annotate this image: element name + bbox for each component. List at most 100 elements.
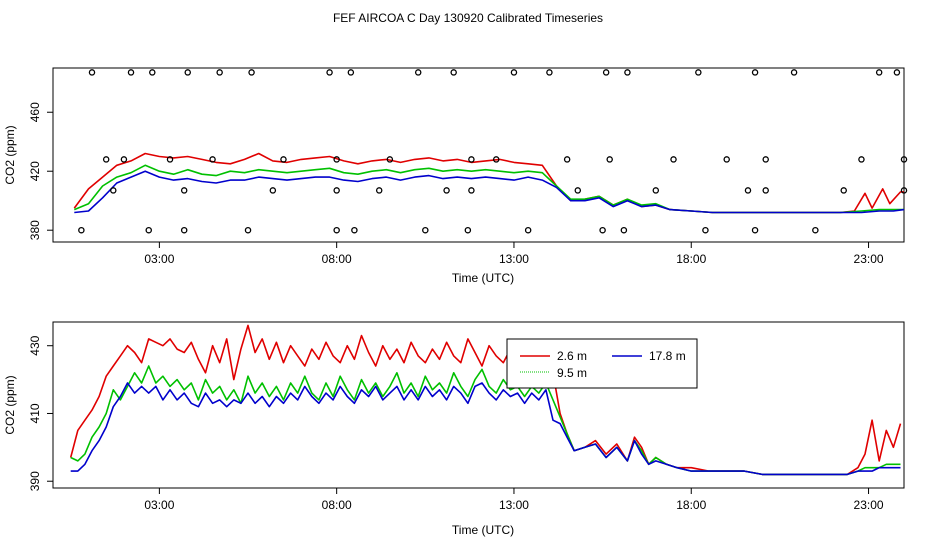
- calibration-point: [422, 226, 429, 234]
- x-axis-label: Time (UTC): [452, 523, 514, 537]
- calibration-point: [546, 69, 553, 76]
- calibration-point: [620, 226, 628, 234]
- calibration-point: [450, 69, 457, 76]
- calibration-point: [762, 187, 769, 194]
- calibration-points: [78, 69, 908, 234]
- y-tick-label: 390: [28, 471, 42, 491]
- series-lines: [73, 152, 905, 214]
- calibration-point: [280, 156, 287, 163]
- series-line-9.5m: [70, 365, 901, 476]
- calibration-point: [166, 156, 174, 163]
- calibration-point: [414, 69, 422, 76]
- bottom-panel: 03:00 08:00 13:00 18:00 23:00 390 410 430 Time…: [3, 321, 905, 537]
- calibration-point: [375, 187, 383, 194]
- calibration-point: [468, 156, 475, 163]
- calibration-point: [110, 187, 117, 194]
- legend-label-2.6m: 2.6 m: [557, 349, 587, 363]
- calibration-point: [574, 187, 582, 194]
- calibration-point: [216, 69, 223, 76]
- calibration-point: [120, 156, 128, 163]
- calibration-point: [443, 187, 450, 194]
- series-line-17.8m: [70, 382, 901, 476]
- calibration-point: [347, 69, 355, 76]
- calibration-point: [510, 69, 518, 76]
- calibration-point: [893, 69, 901, 76]
- calibration-point: [351, 226, 358, 234]
- calibration-point: [102, 156, 110, 163]
- calibration-point: [244, 226, 252, 234]
- calibration-point: [840, 187, 847, 194]
- calibration-point: [88, 69, 96, 76]
- calibration-point: [333, 187, 340, 194]
- y-axis: 380 420 460: [28, 102, 53, 240]
- series-line-2.6m: [69, 324, 902, 476]
- x-axis-label: Time (UTC): [452, 271, 514, 285]
- calibration-point: [563, 156, 571, 163]
- top-panel: 03:00 08:00 13:00 18:00 23:00 380 420 460 Time…: [3, 67, 908, 285]
- calibration-point: [492, 156, 500, 163]
- series-line-17.8m: [74, 170, 905, 214]
- calibration-point: [900, 156, 908, 163]
- calibration-point: [624, 69, 631, 76]
- y-axis: 390 410 430: [28, 335, 53, 491]
- legend-label-9.5m: 9.5 m: [557, 366, 587, 380]
- x-tick-label: 03:00: [144, 252, 174, 266]
- y-axis-label: CO2 (ppm): [3, 375, 17, 434]
- x-tick-label: 13:00: [499, 498, 529, 512]
- calibration-point: [723, 156, 730, 163]
- calibration-point: [606, 156, 613, 163]
- calibration-point: [702, 226, 709, 234]
- series-lines: [69, 324, 902, 476]
- calibration-point: [670, 156, 677, 163]
- x-tick-label: 08:00: [322, 498, 352, 512]
- calibration-point: [180, 226, 188, 234]
- x-tick-label: 23:00: [854, 498, 884, 512]
- series-line-9.5m: [73, 164, 904, 214]
- plot-frame: [52, 321, 905, 489]
- calibration-point: [602, 69, 610, 76]
- plot-frame: [52, 67, 905, 243]
- x-tick-label: 18:00: [676, 498, 706, 512]
- calibration-point: [751, 226, 759, 234]
- calibration-point: [812, 226, 819, 234]
- calibration-point: [127, 69, 135, 76]
- legend: 2.6 m 17.8 m 9.5 m: [506, 338, 698, 389]
- calibration-point: [652, 187, 660, 194]
- calibration-point: [524, 226, 532, 234]
- calibration-point: [468, 187, 475, 194]
- x-tick-label: 03:00: [144, 498, 174, 512]
- chart-title: FEF AIRCOA C Day 130920 Calibrated Times…: [333, 11, 603, 25]
- calibration-point: [900, 187, 908, 194]
- y-tick-label: 410: [28, 403, 42, 423]
- y-tick-label: 420: [28, 161, 42, 181]
- calibration-point: [751, 69, 759, 76]
- x-axis: 03:00 08:00 13:00 18:00 23:00: [144, 242, 884, 266]
- calibration-point: [875, 69, 883, 76]
- calibration-point: [149, 69, 156, 76]
- calibration-point: [180, 187, 188, 194]
- calibration-point: [333, 226, 340, 234]
- legend-label-17.8m: 17.8 m: [649, 349, 686, 363]
- calibration-point: [78, 226, 85, 234]
- calibration-point: [599, 226, 606, 234]
- calibration-point: [269, 187, 277, 194]
- calibration-point: [209, 156, 216, 163]
- calibration-point: [762, 156, 769, 163]
- y-axis-label: CO2 (ppm): [3, 125, 17, 184]
- x-axis: 03:00 08:00 13:00 18:00 23:00: [144, 488, 884, 512]
- x-tick-label: 08:00: [322, 252, 352, 266]
- x-tick-label: 23:00: [854, 252, 884, 266]
- series-line-2.6m: [73, 152, 904, 214]
- y-tick-label: 430: [28, 335, 42, 355]
- calibration-point: [386, 156, 394, 163]
- x-tick-label: 13:00: [499, 252, 529, 266]
- calibration-point: [695, 69, 702, 76]
- calibration-point: [744, 187, 752, 194]
- calibration-point: [145, 226, 152, 234]
- y-tick-label: 380: [28, 220, 42, 240]
- y-tick-label: 460: [28, 102, 42, 122]
- calibration-point: [184, 69, 191, 76]
- x-tick-label: 18:00: [676, 252, 706, 266]
- calibration-point: [248, 69, 255, 76]
